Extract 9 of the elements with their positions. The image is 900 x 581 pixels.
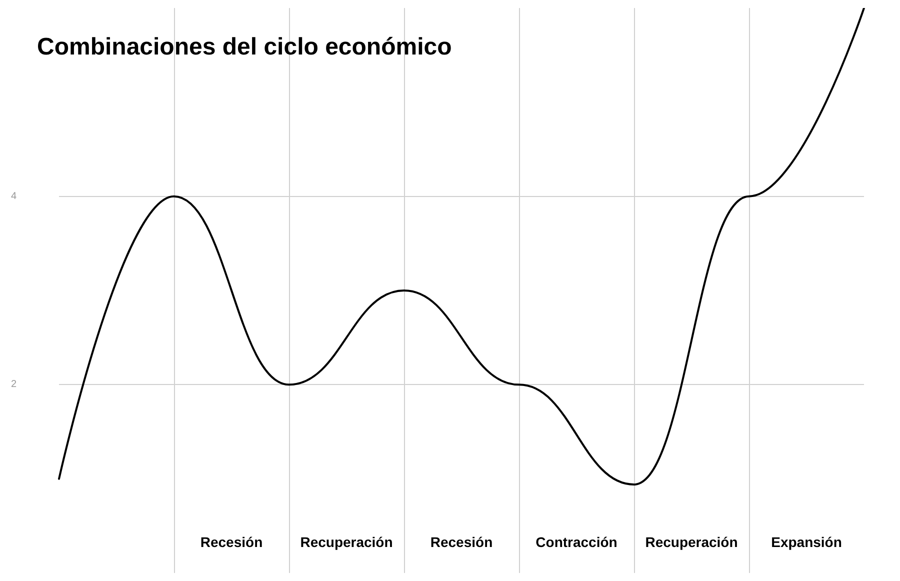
annotation: Recesión — [430, 534, 493, 550]
y-tick-label: 2 — [11, 379, 17, 390]
y-tick-label: 4 — [11, 190, 17, 202]
annotation: Expansión — [771, 534, 842, 550]
annotation: Recuperación — [645, 534, 738, 550]
text: Combinaciones del ciclo económico — [37, 34, 452, 60]
annotation: Recesión — [200, 534, 263, 550]
annotation: Contracción — [536, 534, 618, 550]
annotation: Recuperación — [300, 534, 393, 550]
